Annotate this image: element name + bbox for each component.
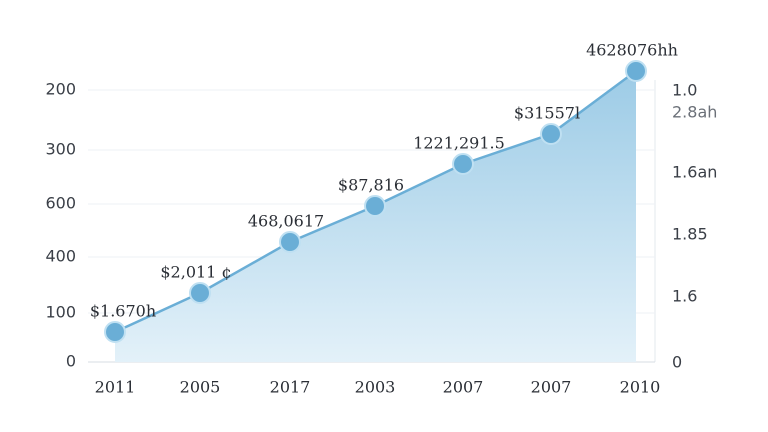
y2-tick-label: 1.6an bbox=[672, 163, 717, 182]
y2-tick-label: 2.8ah bbox=[672, 103, 717, 122]
point bbox=[452, 153, 474, 175]
x-tick-label: 2017 bbox=[270, 378, 311, 397]
y2-tick-label: 1.85 bbox=[672, 225, 708, 244]
x-tick-label: 2007 bbox=[443, 378, 484, 397]
point-label: $1.670h bbox=[90, 302, 156, 321]
point-label: $2,011 ¢ bbox=[160, 263, 231, 282]
y-tick-label: 0 bbox=[66, 352, 76, 371]
x-tick-label: 2007 bbox=[531, 378, 572, 397]
point bbox=[540, 123, 562, 145]
point bbox=[625, 60, 647, 82]
point-label: $31557l bbox=[514, 104, 580, 123]
x-tick-label: 2005 bbox=[180, 378, 221, 397]
point bbox=[364, 195, 386, 217]
y2-tick-label: 0 bbox=[672, 353, 682, 372]
y-tick-label: 600 bbox=[45, 194, 76, 213]
point-label: 1221,291.5 bbox=[413, 134, 505, 153]
point bbox=[104, 321, 126, 343]
y-tick-label: 200 bbox=[45, 80, 76, 99]
y-tick-label: 400 bbox=[45, 247, 76, 266]
y-tick-label: 300 bbox=[45, 140, 76, 159]
y2-tick-label: 1.6 bbox=[672, 287, 697, 306]
x-tick-label: 2003 bbox=[355, 378, 396, 397]
point bbox=[279, 231, 301, 253]
x-tick-label: 2011 bbox=[95, 378, 136, 397]
y2-tick-label: 1.0 bbox=[672, 81, 697, 100]
point-label: $87,816 bbox=[338, 176, 404, 195]
point-label: 468,0617 bbox=[248, 212, 324, 231]
point bbox=[189, 282, 211, 304]
point-label: 4628076hh bbox=[586, 41, 678, 60]
x-tick-label: 2010 bbox=[620, 378, 661, 397]
y-tick-label: 100 bbox=[45, 303, 76, 322]
